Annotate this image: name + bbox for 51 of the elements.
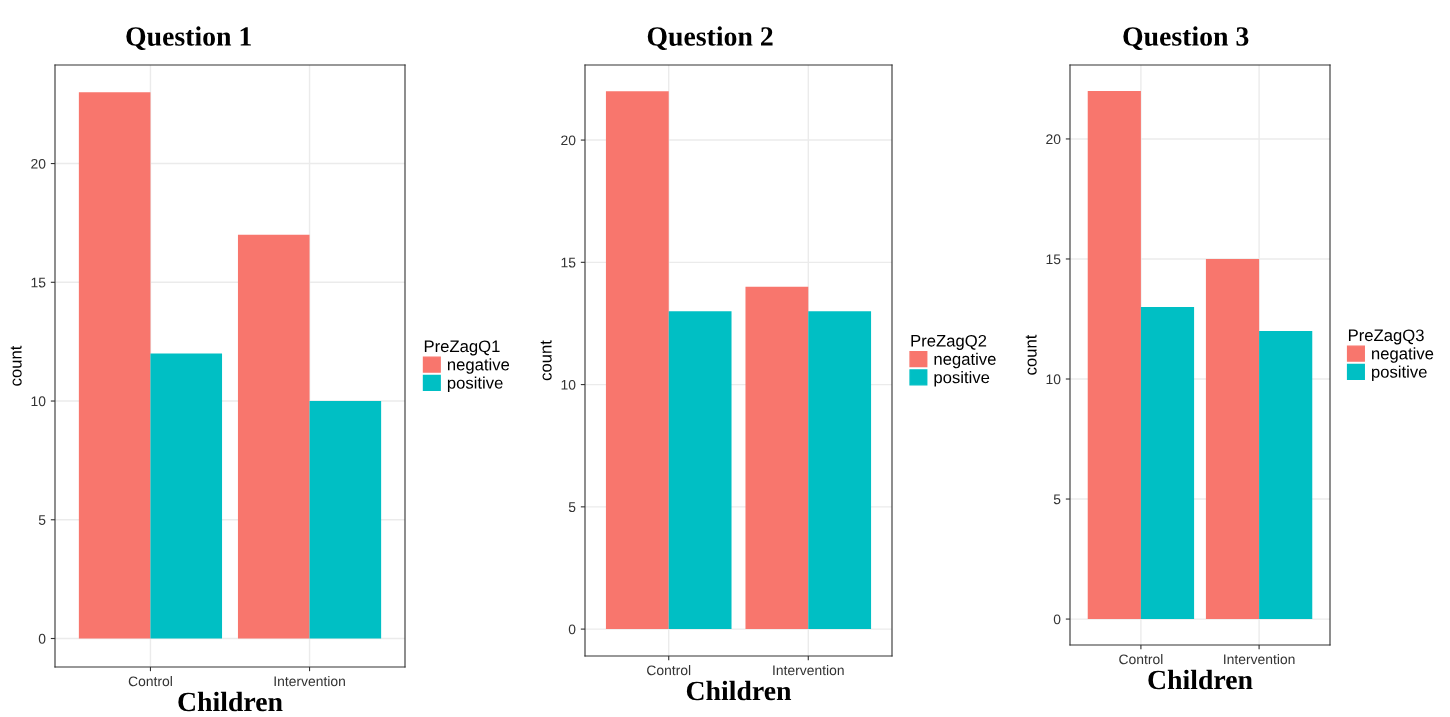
bar — [808, 311, 872, 630]
x-tick-label: Control — [1119, 654, 1163, 665]
x-axis-title: Children — [686, 680, 792, 701]
y-tick-label: 10 — [1046, 374, 1061, 385]
y-tick-label: 0 — [1053, 614, 1061, 625]
legend-label: negative — [447, 358, 510, 374]
bar — [1140, 306, 1195, 620]
chart-title: Question 2 — [647, 26, 773, 51]
y-tick-label: 15 — [31, 277, 46, 288]
y-tick-label: 15 — [1046, 254, 1061, 265]
bar — [745, 286, 809, 630]
legend-label: positive — [934, 371, 990, 387]
legend-label: positive — [447, 376, 503, 393]
legend-title: PreZagQ1 — [424, 340, 500, 356]
y-axis-title: count — [540, 340, 552, 381]
bar — [150, 353, 223, 639]
x-axis-title: Children — [178, 691, 283, 712]
legend-title: PreZagQ2 — [911, 334, 987, 350]
y-tick-label: 10 — [31, 396, 46, 407]
y-tick-label: 0 — [568, 624, 576, 635]
y-axis-title: count — [10, 345, 22, 386]
chart-title: Question 1 — [126, 26, 251, 51]
legend-label: positive — [1372, 365, 1427, 382]
y-axis-title: count — [1025, 334, 1037, 375]
x-axis-title: Children — [1148, 669, 1253, 690]
x-tick-label: Control — [647, 665, 691, 676]
y-tick-label: 20 — [1046, 134, 1061, 145]
y-tick-label: 5 — [568, 502, 576, 513]
x-tick-label: Intervention — [1224, 654, 1295, 665]
bar — [78, 92, 151, 639]
bar — [1205, 258, 1260, 620]
bar — [668, 311, 732, 630]
legend-title: PreZagQ3 — [1348, 329, 1424, 345]
bar — [237, 234, 310, 639]
y-tick-label: 20 — [561, 135, 576, 146]
y-tick-label: 5 — [1053, 494, 1061, 505]
chart-title: Question 3 — [1123, 26, 1249, 51]
bar — [1259, 330, 1313, 620]
legend-label: negative — [934, 352, 996, 369]
bar — [605, 91, 669, 630]
y-tick-label: 15 — [561, 257, 576, 268]
legend-label: negative — [1372, 347, 1434, 363]
y-tick-label: 10 — [561, 379, 576, 390]
bar — [1087, 90, 1141, 620]
bar — [309, 401, 382, 639]
x-tick-label: Intervention — [773, 665, 844, 676]
x-tick-label: Control — [128, 676, 172, 687]
x-tick-label: Intervention — [274, 676, 345, 687]
y-tick-label: 5 — [38, 515, 46, 525]
y-tick-label: 0 — [38, 633, 46, 644]
y-tick-label: 20 — [31, 158, 46, 169]
